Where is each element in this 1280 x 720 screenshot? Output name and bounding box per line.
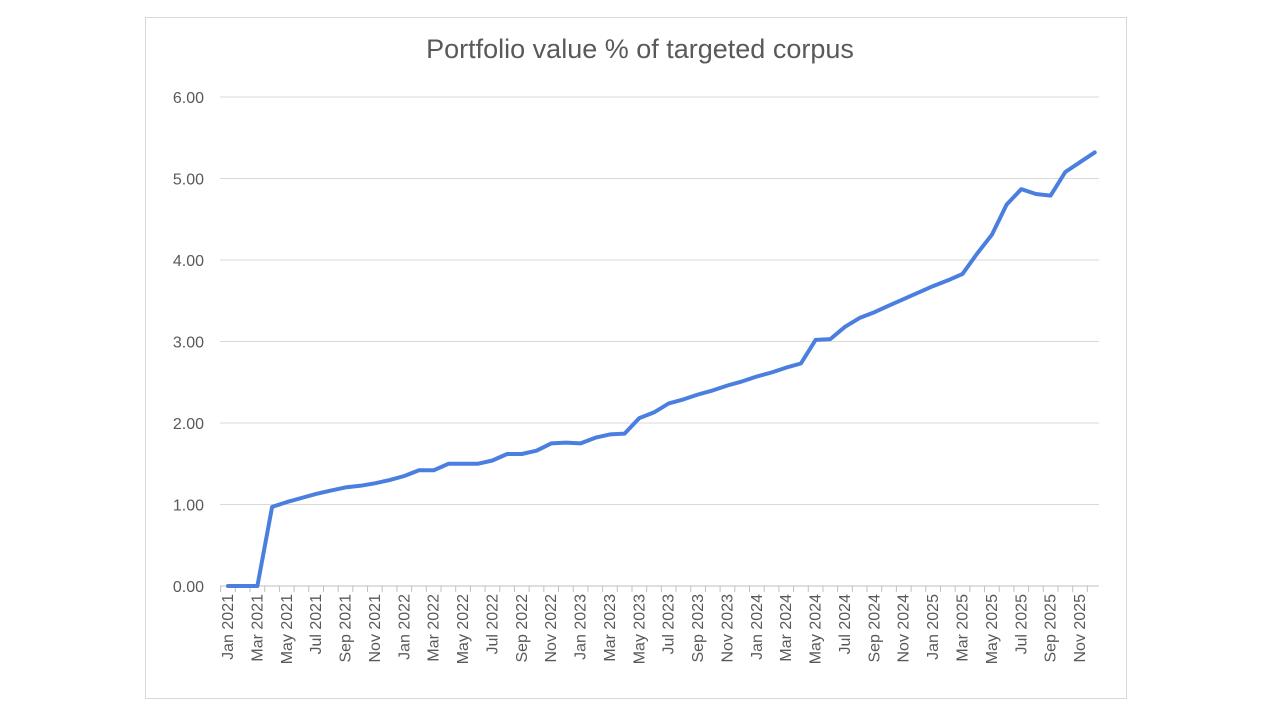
chart-title: Portfolio value % of targeted corpus [426, 34, 854, 64]
y-tick-label: 6.00 [173, 90, 204, 107]
x-tick-label: Nov 2024 [896, 594, 913, 663]
y-tick-label: 3.00 [173, 335, 204, 352]
x-tick-label: Jul 2023 [661, 594, 678, 655]
x-tick-label: Jul 2021 [308, 594, 325, 655]
x-tick-label: Sep 2024 [866, 594, 883, 663]
x-tick-label: Nov 2021 [367, 594, 384, 663]
x-tick-label: Jan 2024 [749, 594, 766, 660]
x-tick-label: May 2022 [455, 594, 472, 664]
x-tick-label: Jul 2025 [1013, 594, 1030, 655]
x-tick-label: Jul 2022 [484, 594, 501, 655]
x-tick-label: Mar 2021 [249, 594, 266, 662]
x-tick-label: May 2023 [631, 594, 648, 664]
x-tick-label: Nov 2022 [543, 594, 560, 663]
y-tick-label: 2.00 [173, 416, 204, 433]
x-tick-label: Jan 2023 [573, 594, 590, 660]
x-tick-label: Jan 2022 [396, 594, 413, 660]
y-tick-label: 5.00 [173, 172, 204, 189]
x-tick-label: Jan 2025 [925, 594, 942, 660]
x-tick-label: Sep 2021 [338, 594, 355, 663]
y-tick-label: 1.00 [173, 498, 204, 515]
series-line [226, 150, 1097, 588]
y-tick-label: 4.00 [173, 253, 204, 270]
x-tick-label: Mar 2022 [426, 594, 443, 662]
x-tick-label: Sep 2025 [1043, 594, 1060, 663]
x-tick-label: Jan 2021 [220, 594, 237, 660]
x-tick-label: Nov 2025 [1072, 594, 1089, 663]
x-tick-label: Mar 2024 [778, 594, 795, 662]
chart-frame [145, 17, 1127, 699]
x-tick-label: Sep 2022 [514, 594, 531, 663]
y-tick-label: 0.00 [173, 579, 204, 596]
x-tick-label: May 2024 [808, 594, 825, 664]
x-tick-label: Nov 2023 [719, 594, 736, 663]
x-tick-label: May 2021 [279, 594, 296, 664]
x-tick-label: Mar 2025 [955, 594, 972, 662]
x-tick-label: Jul 2024 [837, 594, 854, 655]
x-tick-label: Sep 2023 [690, 594, 707, 663]
x-tick-label: May 2025 [984, 594, 1001, 664]
x-tick-label: Mar 2023 [602, 594, 619, 662]
